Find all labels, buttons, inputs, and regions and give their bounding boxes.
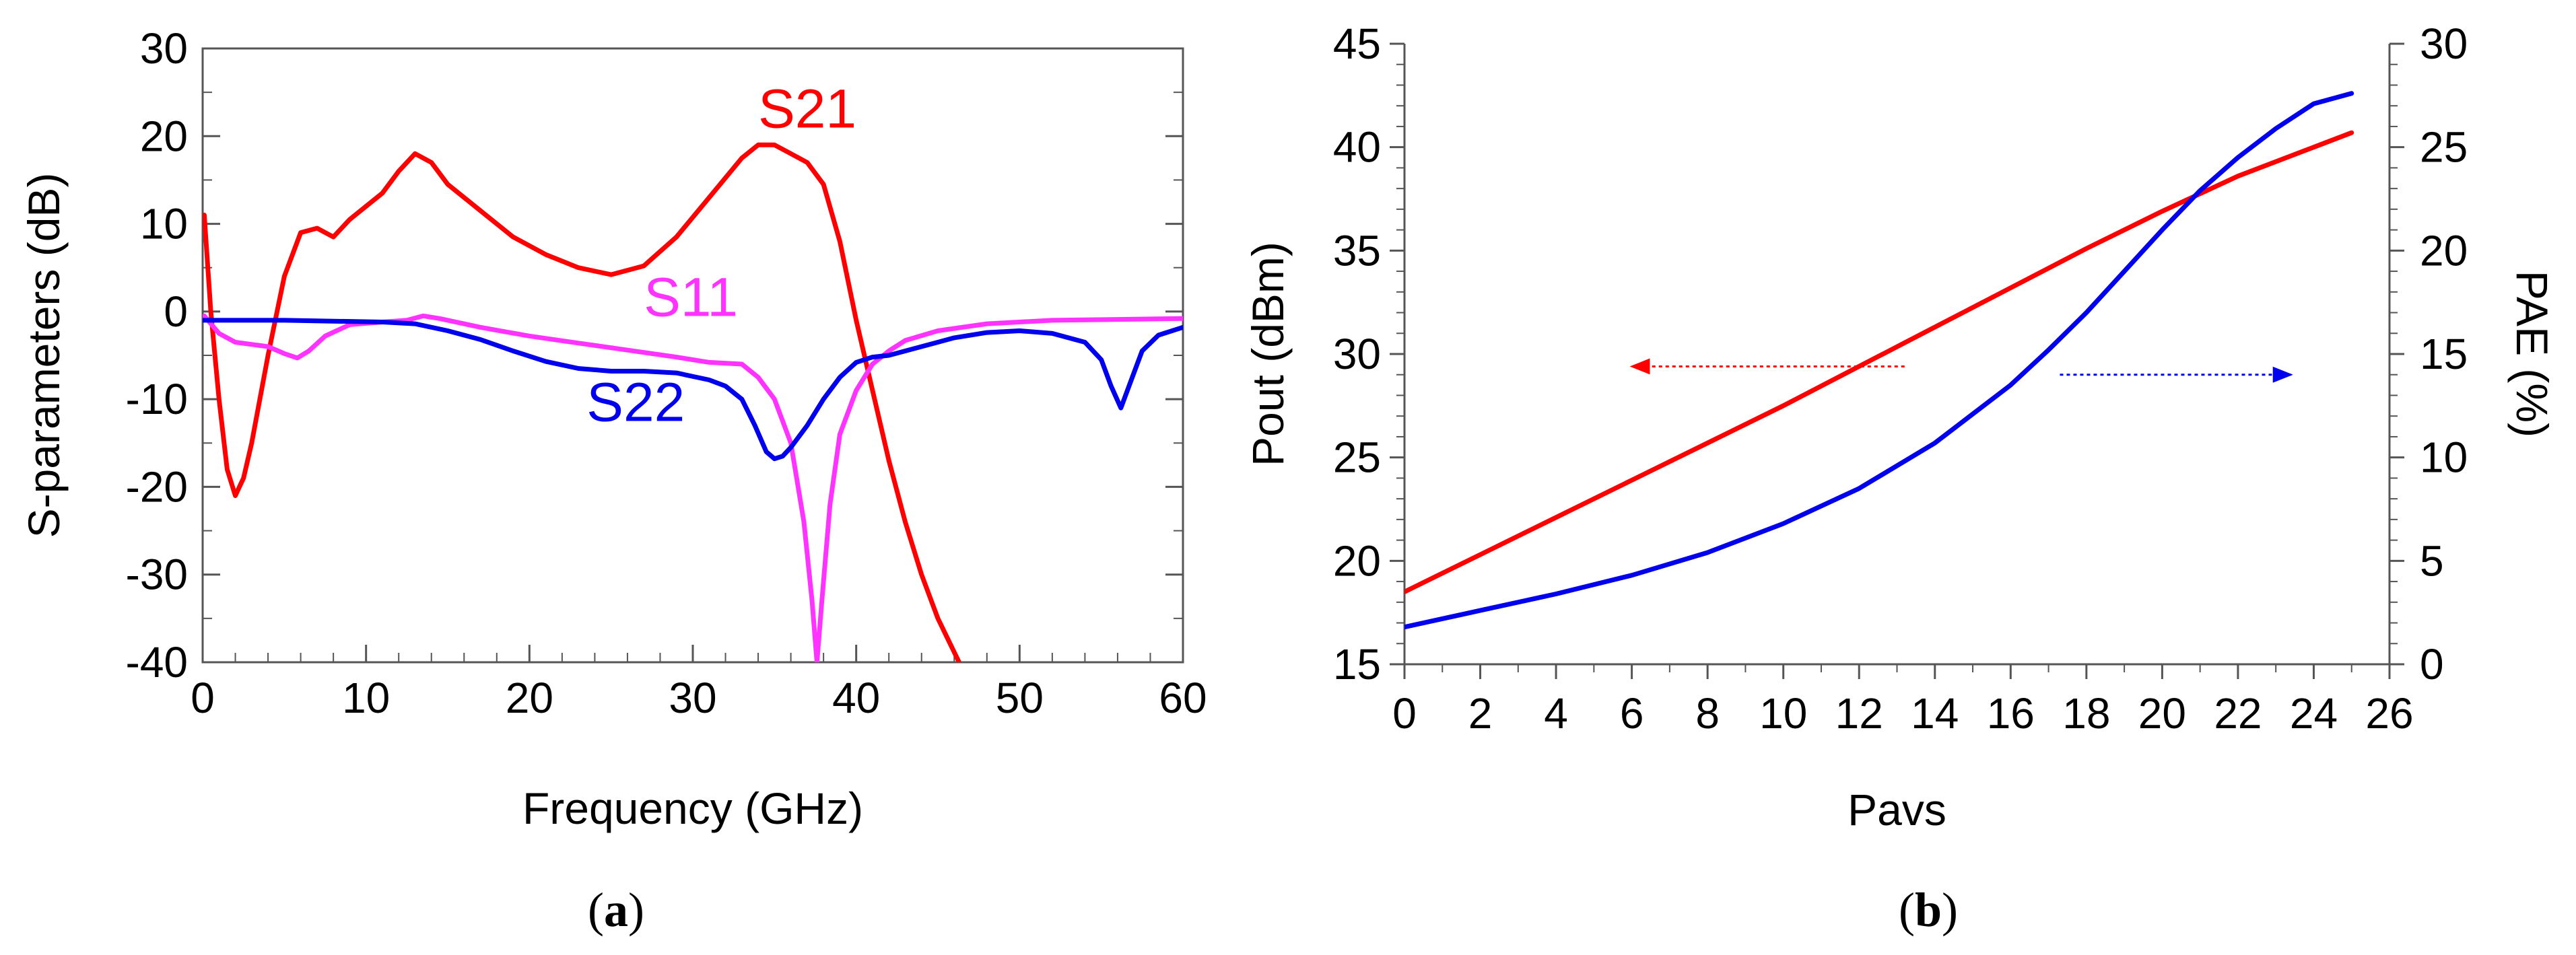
panel-b-x-tick-label: 2 xyxy=(1468,689,1493,738)
panel-b-y-tick-label: 40 xyxy=(1333,123,1381,172)
panel-b-x-axis-label: Pavs xyxy=(1848,785,1946,835)
panel-b-x-tick-label: 24 xyxy=(2290,689,2338,738)
panel-a-x-tick-label: 10 xyxy=(342,674,390,722)
panel-b-y-tick-label: 15 xyxy=(1333,640,1381,688)
panel-a-series-group xyxy=(203,142,1183,662)
panel-b-x-tick-label: 0 xyxy=(1392,689,1417,738)
panel-b-x-tick-label: 26 xyxy=(2365,689,2413,738)
panel-b-x-tick-label: 20 xyxy=(2138,689,2186,738)
panel-b-x-tick-label: 16 xyxy=(1987,689,2035,738)
panel-b-power-chart: 0 2 4 6 8 10 12 14 16 18 20 22 24 2615202530354045051… xyxy=(1243,20,2557,937)
panel-b-y-tick-label: 30 xyxy=(1333,330,1381,378)
panel-b-caption: (b) xyxy=(1899,883,1958,937)
panel-a-caption-open: ( xyxy=(588,883,604,937)
panel-b-y2-tick-label: 5 xyxy=(2420,536,2444,585)
panel-a-x-tick-label: 30 xyxy=(669,674,716,722)
panel-b-x-tick-label: 6 xyxy=(1620,689,1644,738)
panel-a-x-tick-label: 20 xyxy=(506,674,553,722)
panel-a-sparameters-chart: 0 10 20 30 40 50 60 -40 -30 -20 -10 0 10 20 30 Frequenc… xyxy=(19,24,1207,937)
panel-a-y-tick-label: -30 xyxy=(126,551,189,599)
series-line-pout xyxy=(1404,130,2354,594)
panel-b-caption-close: ) xyxy=(1942,883,1958,937)
panel-a-y-tick-label: 20 xyxy=(140,112,188,160)
series-line-s11 xyxy=(203,313,1183,662)
panel-b-y-axis-label: Pout (dBm) xyxy=(1243,242,1293,466)
panel-b-y2-tick-label: 15 xyxy=(2420,330,2468,378)
series-label-s22: S22 xyxy=(586,372,685,433)
panel-a-y-tick-label: -10 xyxy=(126,375,189,423)
panel-a-x-tick-label: 40 xyxy=(832,674,880,722)
panel-b-x-tick-label: 12 xyxy=(1835,689,1883,738)
panel-a-y-tick-label: -40 xyxy=(126,638,189,686)
panel-b-x-tick-label: 18 xyxy=(2062,689,2110,738)
panel-b-y-tick-label: 45 xyxy=(1333,20,1381,68)
panel-b-x-tick-label: 8 xyxy=(1695,689,1720,738)
panel-a-x-tick-label: 0 xyxy=(191,674,215,722)
panel-b-y-tick-label: 25 xyxy=(1333,433,1381,482)
series-line-s21 xyxy=(203,142,961,662)
series-line-s22 xyxy=(203,318,1183,462)
panel-b-y-tick-label: 35 xyxy=(1333,226,1381,275)
panel-b-caption-letter: b xyxy=(1915,883,1942,937)
panel-b-y2-tick-label: 30 xyxy=(2420,20,2468,68)
panel-a-caption-letter: a xyxy=(604,883,628,937)
panel-a-y-tick-label: -20 xyxy=(126,462,189,511)
series-label-s11: S11 xyxy=(644,267,738,328)
panel-a-y-axis-label: S-parameters (dB) xyxy=(19,173,69,538)
panel-b-x-tick-label: 14 xyxy=(1911,689,1959,738)
panel-b-y-tick-label: 20 xyxy=(1333,536,1381,585)
panel-b-y2-tick-label: 25 xyxy=(2420,123,2468,172)
panel-a-x-axis-label: Frequency (GHz) xyxy=(522,783,863,833)
panel-b-x-tick-label: 10 xyxy=(1759,689,1807,738)
panel-a-caption-close: ) xyxy=(628,883,644,937)
panel-a-x-tick-label: 50 xyxy=(996,674,1044,722)
panel-b-series-group xyxy=(1404,91,2354,630)
panel-a-y-tick-label: 30 xyxy=(140,24,188,73)
panel-b-y2-tick-label: 10 xyxy=(2420,433,2468,482)
panel-b-y2-tick-label: 20 xyxy=(2420,226,2468,275)
panel-a-caption: (a) xyxy=(588,883,644,937)
panel-b-caption-open: ( xyxy=(1899,883,1915,937)
panel-b-x-tick-label: 4 xyxy=(1544,689,1568,738)
panel-b-y2-axis-label: PAE (%) xyxy=(2507,271,2557,437)
panel-a-y-tick-label: 0 xyxy=(164,287,188,336)
series-label-s21: S21 xyxy=(758,78,856,139)
panel-b-x-tick-label: 22 xyxy=(2214,689,2262,738)
panel-a-x-tick-label: 60 xyxy=(1159,674,1207,722)
panel-a-y-tick-label: 10 xyxy=(140,200,188,248)
series-line-pae xyxy=(1404,91,2354,630)
panel-a-plot-frame xyxy=(201,47,1184,664)
panel-b-y2-tick-label: 0 xyxy=(2420,640,2444,688)
